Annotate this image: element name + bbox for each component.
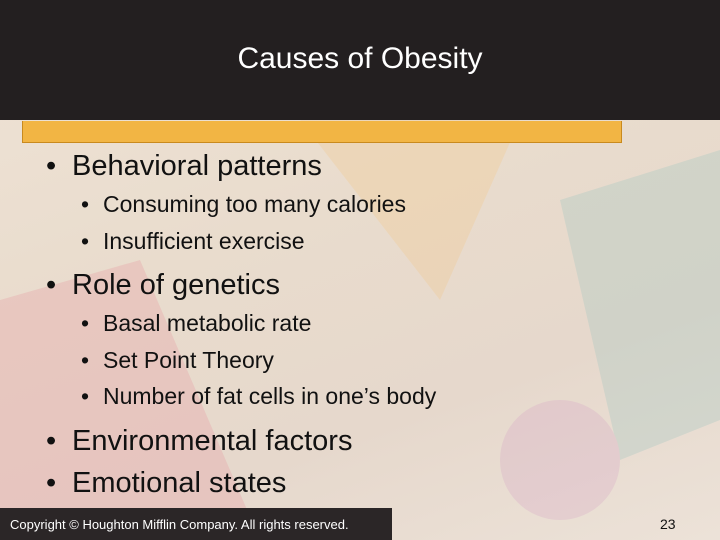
- sub-bullet: Insufficient exercise: [81, 228, 305, 255]
- bullet: Role of genetics: [46, 269, 280, 302]
- bullet: Behavioral patterns: [46, 150, 322, 183]
- sub-bullet: Basal metabolic rate: [81, 310, 311, 337]
- sub-bullet: Consuming too many calories: [81, 191, 406, 218]
- footer-band: [0, 508, 392, 540]
- sub-bullet: Set Point Theory: [81, 347, 274, 374]
- slide-title: Causes of Obesity: [237, 42, 483, 75]
- bullet: Environmental factors: [46, 425, 353, 458]
- sub-bullet: Number of fat cells in one’s body: [81, 383, 436, 410]
- copyright: Copyright © Houghton Mifflin Company. Al…: [10, 517, 349, 532]
- header: Causes of Obesity: [0, 0, 720, 120]
- bullet: Emotional states: [46, 467, 286, 500]
- accent-bar: [22, 121, 622, 143]
- page-number: 23: [660, 516, 676, 532]
